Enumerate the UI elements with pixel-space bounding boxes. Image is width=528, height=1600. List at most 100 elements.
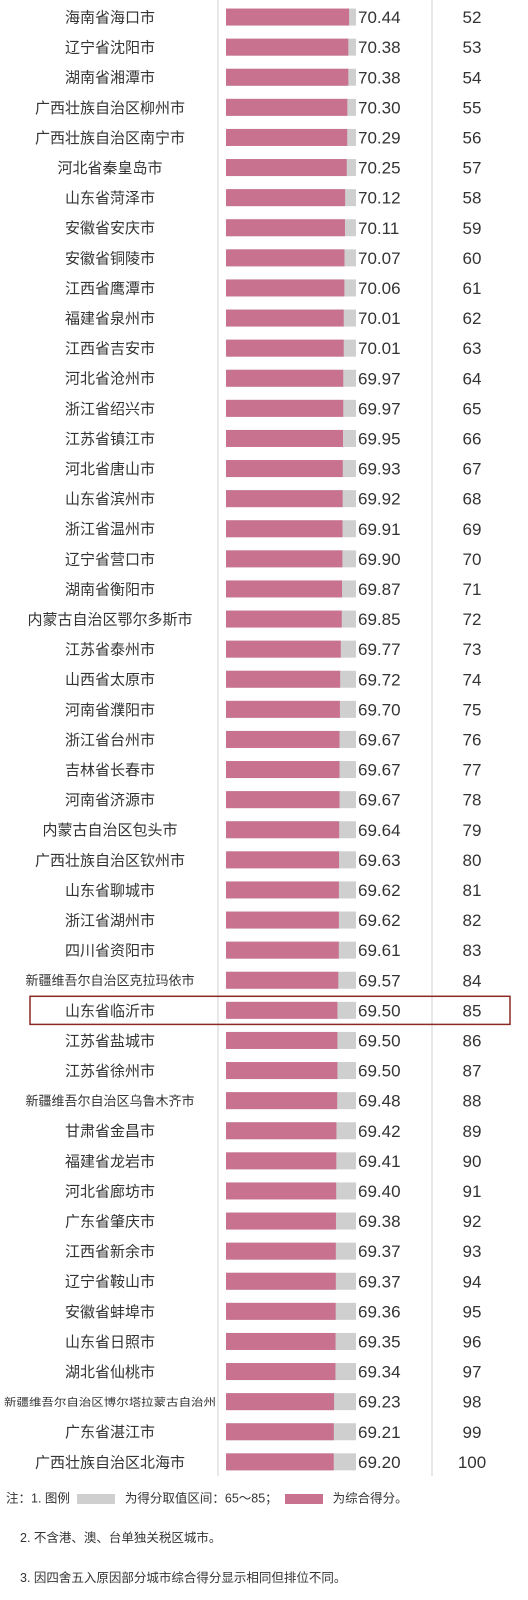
rank-value: 85 (463, 1001, 482, 1020)
rank-value: 76 (463, 730, 482, 749)
city-label: 江苏省盐城市 (65, 1032, 155, 1050)
score-value: 69.23 (358, 1393, 401, 1412)
rank-value: 98 (463, 1393, 482, 1412)
rank-value: 75 (463, 700, 482, 719)
rank-value: 52 (463, 8, 482, 27)
score-value: 70.30 (358, 98, 401, 117)
rank-value: 80 (463, 851, 482, 870)
score-bar (226, 1272, 336, 1290)
score-value: 69.70 (358, 700, 401, 719)
score-value: 69.42 (358, 1122, 401, 1141)
score-bar (226, 1302, 336, 1320)
city-label: 江苏省徐州市 (65, 1062, 155, 1080)
score-bar (226, 520, 343, 538)
note-legend-range-text: 为得分取值区间：65～85； (124, 1491, 278, 1506)
city-label: 四川省资阳市 (65, 942, 155, 960)
score-value: 69.77 (358, 640, 401, 659)
rank-value: 82 (463, 911, 482, 930)
city-label: 内蒙古自治区鄂尔多斯市 (27, 610, 192, 628)
city-label: 安徽省安庆市 (65, 219, 155, 237)
score-value: 70.12 (358, 189, 401, 208)
city-label: 湖北省仙桃市 (65, 1363, 155, 1381)
city-label: 河北省唐山市 (65, 460, 155, 478)
city-label: 山东省滨州市 (65, 490, 155, 508)
rank-value: 74 (463, 670, 482, 689)
score-value: 70.01 (358, 339, 401, 358)
score-bar (226, 189, 346, 207)
score-value: 69.50 (358, 1031, 401, 1050)
rank-value: 78 (463, 791, 482, 810)
rank-value: 99 (463, 1423, 482, 1442)
city-label: 山东省临沂市 (65, 1002, 155, 1020)
score-bar (226, 1212, 336, 1230)
city-label: 广西壮族自治区北海市 (35, 1453, 185, 1471)
score-bar (226, 1092, 338, 1110)
rank-value: 83 (463, 941, 482, 960)
note-legend-score-text: 为综合得分。 (332, 1491, 408, 1506)
chart-rows: 海南省海口市 70.44 52 辽宁省沈阳市 70.38 53 湖南省湘潭市 70.38 54 广… (4, 8, 511, 1472)
note-2: 2. 不含港、澳、台单独关税区城市。 (20, 1531, 222, 1545)
score-value: 69.67 (358, 730, 401, 749)
score-value: 69.37 (358, 1272, 401, 1291)
score-value: 69.92 (358, 490, 401, 509)
rank-value: 96 (463, 1332, 482, 1351)
rank-value: 72 (463, 610, 482, 629)
city-label: 广西壮族自治区钦州市 (35, 851, 185, 869)
city-label: 江苏省镇江市 (65, 430, 155, 448)
rank-value: 70 (463, 550, 482, 569)
score-value: 69.62 (358, 911, 401, 930)
score-value: 69.85 (358, 610, 401, 629)
score-bar (226, 279, 345, 297)
note-3: 3. 因四舍五入原因部分城市综合得分显示相同但排位不同。 (20, 1571, 347, 1585)
score-value: 70.01 (358, 309, 401, 328)
score-bar (226, 1152, 337, 1170)
city-label: 山东省聊城市 (65, 881, 155, 899)
rank-value: 66 (463, 429, 482, 448)
score-value: 69.61 (358, 941, 401, 960)
rank-value: 53 (463, 38, 482, 57)
city-label: 江西省吉安市 (65, 340, 155, 358)
city-label: 新疆维吾尔自治区克拉玛依市 (25, 973, 194, 989)
rank-value: 94 (463, 1272, 482, 1291)
score-bar (226, 610, 342, 628)
rank-value: 79 (463, 821, 482, 840)
city-label: 海南省海口市 (65, 8, 155, 26)
city-label: 河南省濮阳市 (65, 701, 155, 719)
rank-value: 56 (463, 128, 482, 147)
score-value: 70.44 (358, 8, 401, 27)
score-value: 70.06 (358, 279, 401, 298)
rank-value: 100 (458, 1453, 486, 1472)
score-bar (226, 219, 345, 237)
city-label: 广东省肇庆市 (65, 1212, 155, 1230)
score-value: 69.63 (358, 851, 401, 870)
score-bar (226, 399, 344, 417)
score-value: 69.50 (358, 1001, 401, 1020)
city-label: 湖南省衡阳市 (65, 580, 155, 598)
score-value: 69.90 (358, 550, 401, 569)
score-bar (226, 339, 344, 357)
score-value: 69.37 (358, 1242, 401, 1261)
score-value: 69.57 (358, 971, 401, 990)
rank-value: 68 (463, 490, 482, 509)
city-label: 福建省泉州市 (65, 309, 155, 327)
score-bar (226, 429, 343, 447)
score-bar (226, 1453, 334, 1471)
city-label: 安徽省铜陵市 (65, 249, 155, 267)
rank-value: 62 (463, 309, 482, 328)
rank-value: 86 (463, 1031, 482, 1050)
score-bar (226, 490, 343, 508)
score-value: 69.64 (358, 821, 401, 840)
rank-value: 97 (463, 1363, 482, 1382)
city-label: 河北省廊坊市 (65, 1182, 155, 1200)
rank-value: 69 (463, 520, 482, 539)
score-value: 69.48 (358, 1092, 401, 1111)
score-bar (226, 309, 344, 327)
score-bar (226, 550, 343, 568)
rank-value: 92 (463, 1212, 482, 1231)
rank-value: 81 (463, 881, 482, 900)
rank-value: 90 (463, 1152, 482, 1171)
city-label: 浙江省台州市 (65, 731, 155, 749)
score-value: 69.36 (358, 1302, 401, 1321)
score-value: 70.38 (358, 68, 401, 87)
note-legend-prefix: 注：1. 图例 (6, 1491, 70, 1506)
